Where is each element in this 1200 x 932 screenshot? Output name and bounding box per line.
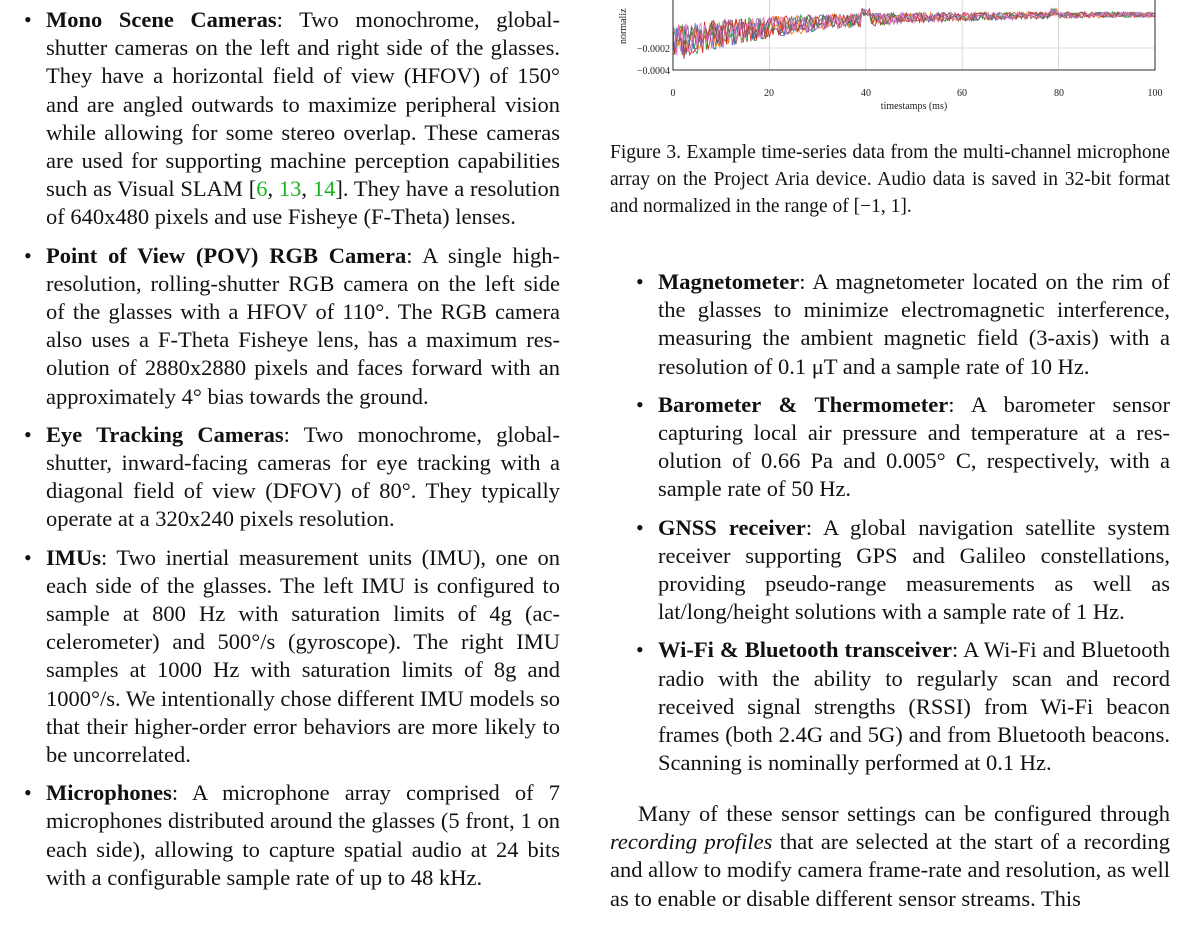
body-text: that are selected at the start of a reco… [610,829,1171,911]
item-term: IMUs [46,544,101,570]
list-item-mono-scene-cameras: Mono Scene Cameras: Two monochrome, glob… [24,6,560,232]
list-item-barometer-thermometer: Barometer & Thermometer: A barometer sen… [636,391,1170,504]
series-line-5 [672,7,1156,55]
citation-link[interactable]: 13 [278,176,302,202]
list-item-magnetometer: Magnetometer: A magnetometer located on … [636,268,1170,381]
figure-audio-chart: normaliz −0.0002 −0.0004 0 20 40 60 80 1… [610,0,1180,118]
item-text: : Two monochrome, global-shutter, inward… [46,421,560,532]
citation-separator: , [267,176,279,202]
item-text: : A single high-resolution, rolling-shut… [46,242,560,409]
item-term: Eye Tracking Cameras [46,421,284,447]
item-text: : Two monochrome, global-shutter cameras… [46,7,560,202]
item-text: : A global navigation satellite sys­tem … [658,514,1170,625]
x-ticks: 0 20 40 60 80 100 [671,88,1163,99]
item-text: : A microphone array comprised of 7 micr… [46,780,560,890]
list-item-eye-tracking-cameras: Eye Tracking Cameras: Two monochrome, gl… [24,421,560,534]
y-axis-label: normaliz [618,8,629,44]
figure-caption: Figure 3. Example time-series data from … [610,142,1170,217]
x-tick-label: 100 [1148,88,1163,99]
list-item-microphones: Microphones: A microphone array comprise… [24,779,560,892]
item-term: GNSS receiver [658,514,806,540]
x-tick-label: 0 [671,88,676,99]
chart-series [672,7,1156,59]
item-text: : A Wi-Fi and Blue­tooth radio with the … [658,637,1170,776]
list-item-imus: IMUs: Two inertial measurement units (IM… [24,544,560,770]
y-ticks: −0.0002 −0.0004 [637,44,670,77]
list-item-wifi-bluetooth: Wi-Fi & Bluetooth transceiver: A Wi-Fi a… [636,636,1170,777]
citation-link[interactable]: 6 [256,176,268,202]
series-line-6 [672,8,1156,59]
body-text: Many of these sensor settings can be con… [638,801,1170,826]
x-tick-label: 40 [861,88,871,99]
item-text: : Two inertial measurement units (IMU), … [46,544,560,768]
list-item-gnss-receiver: GNSS receiver: A global navigation satel… [636,514,1170,627]
sensor-list-right: Magnetometer: A magnetometer located on … [636,268,1170,777]
item-text: ]. They have a res­olution of 640x480 pi… [46,176,560,230]
chart-svg: normaliz −0.0002 −0.0004 0 20 40 60 80 1… [618,0,1163,112]
item-term: Microphones [46,780,172,806]
item-text: : A barometer sensor capturing local air… [658,391,1170,502]
item-term: Point of View (POV) RGB Camera [46,242,407,268]
series-line-7 [672,8,1156,56]
y-tick-label: −0.0004 [637,66,670,77]
citation-link[interactable]: 14 [312,176,336,202]
item-term: Magnetometer [658,269,800,294]
body-emphasis: recording profiles [610,829,773,855]
x-tick-label: 20 [764,88,774,99]
x-axis-label: timestamps (ms) [881,101,947,112]
item-text: : A magnetometer located on the rim of t… [658,269,1170,379]
x-tick-label: 80 [1054,88,1064,99]
body-paragraph: Many of these sensor settings can be con… [610,800,1170,913]
list-item-pov-rgb-camera: Point of View (POV) RGB Camera: A single… [24,242,560,411]
x-tick-label: 60 [957,88,967,99]
y-tick-label: −0.0002 [637,44,670,55]
right-column: Magnetometer: A magnetometer located on … [636,268,1170,777]
sensor-list-left: Mono Scene Cameras: Two monochrome, glob… [24,6,560,892]
plot-frame [672,0,1156,71]
left-column: Mono Scene Cameras: Two monochrome, glob… [24,0,560,892]
item-term: Barometer & Thermometer [658,391,949,417]
citation-separator: , [301,176,313,202]
item-term: Wi-Fi & Bluetooth transceiver [658,637,952,663]
item-term: Mono Scene Cameras [46,7,277,32]
